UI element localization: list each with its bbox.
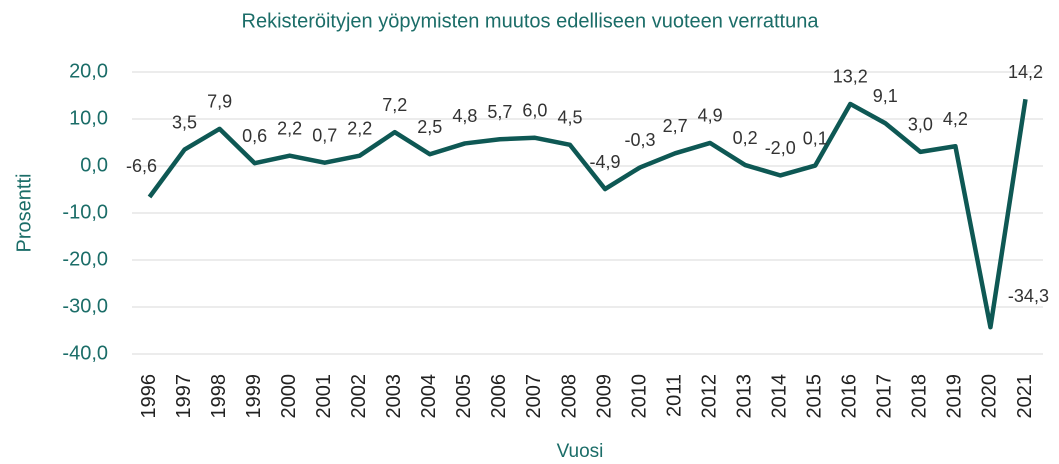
x-tick-label: 2014 bbox=[768, 374, 790, 419]
x-tick-label: 2005 bbox=[453, 374, 475, 419]
chart-title: Rekisteröityjen yöpymisten muutos edelli… bbox=[242, 10, 820, 32]
data-label: 3,0 bbox=[908, 115, 933, 135]
y-tick-label: 0,0 bbox=[80, 154, 108, 176]
data-label: 4,2 bbox=[943, 109, 968, 129]
x-tick-label: 2008 bbox=[558, 374, 580, 419]
data-line bbox=[147, 98, 1028, 330]
data-label: 4,9 bbox=[698, 106, 723, 126]
x-tick-label: 2013 bbox=[733, 374, 755, 419]
data-label: 6,0 bbox=[522, 101, 547, 121]
x-tick-label: 2000 bbox=[278, 374, 300, 419]
x-tick-label: 2003 bbox=[383, 374, 405, 419]
data-label: 13,2 bbox=[833, 67, 868, 87]
x-tick-label: 2016 bbox=[839, 374, 861, 419]
data-label: 4,8 bbox=[452, 106, 477, 126]
data-label: 9,1 bbox=[873, 86, 898, 106]
data-label: 7,9 bbox=[207, 92, 232, 112]
x-tick-label: 2006 bbox=[488, 374, 510, 419]
data-label: 5,7 bbox=[487, 102, 512, 122]
y-tick-label: 20,0 bbox=[69, 60, 108, 82]
x-tick-label: 2020 bbox=[979, 374, 1001, 419]
x-tick-label: 2001 bbox=[313, 374, 335, 419]
x-tick-label: 2018 bbox=[909, 374, 931, 419]
y-tick-label: -30,0 bbox=[62, 295, 108, 317]
data-label: -0,3 bbox=[625, 130, 656, 150]
data-label: 0,1 bbox=[803, 128, 828, 148]
y-tick-label: -10,0 bbox=[62, 201, 108, 223]
data-label: 2,7 bbox=[663, 116, 688, 136]
x-tick-label: 2019 bbox=[944, 374, 966, 419]
x-tick-label: 1998 bbox=[208, 374, 230, 419]
data-label: 2,5 bbox=[417, 117, 442, 137]
data-label: 4,5 bbox=[557, 108, 582, 128]
x-tick-label: 2017 bbox=[874, 374, 896, 419]
x-tick-label: 2015 bbox=[804, 374, 826, 419]
data-label: -6,6 bbox=[126, 156, 157, 176]
data-label: -2,0 bbox=[765, 138, 796, 158]
x-tick-label: 2002 bbox=[348, 374, 370, 419]
data-label: 2,2 bbox=[277, 118, 302, 138]
data-label: 3,5 bbox=[172, 112, 197, 132]
x-tick-label: 2021 bbox=[1014, 374, 1036, 419]
data-label: 0,6 bbox=[242, 126, 267, 146]
x-tick-label: 2011 bbox=[663, 374, 685, 417]
data-label: 7,2 bbox=[382, 95, 407, 115]
x-tick-label: 1996 bbox=[138, 374, 160, 419]
y-tick-label: -20,0 bbox=[62, 248, 108, 270]
x-tick-label: 2010 bbox=[628, 374, 650, 419]
x-tick-label: 1997 bbox=[173, 374, 195, 419]
x-axis-label: Vuosi bbox=[557, 441, 604, 462]
y-axis-label: Prosentti bbox=[13, 174, 35, 253]
data-label: 0,2 bbox=[733, 128, 758, 148]
data-label: -34,3 bbox=[1008, 286, 1049, 306]
y-tick-label: 10,0 bbox=[69, 107, 108, 129]
data-label: 14,2 bbox=[1008, 62, 1043, 82]
x-tick-label: 2007 bbox=[523, 374, 545, 419]
y-tick-label: -40,0 bbox=[62, 342, 108, 364]
data-label: 0,7 bbox=[312, 125, 337, 145]
x-tick-label: 2004 bbox=[418, 374, 440, 419]
data-label: 2,2 bbox=[347, 118, 372, 138]
x-tick-label: 2012 bbox=[698, 374, 720, 419]
x-tick-label: 2009 bbox=[593, 374, 615, 419]
data-label: -4,9 bbox=[590, 152, 621, 172]
x-tick-label: 1999 bbox=[243, 374, 265, 419]
